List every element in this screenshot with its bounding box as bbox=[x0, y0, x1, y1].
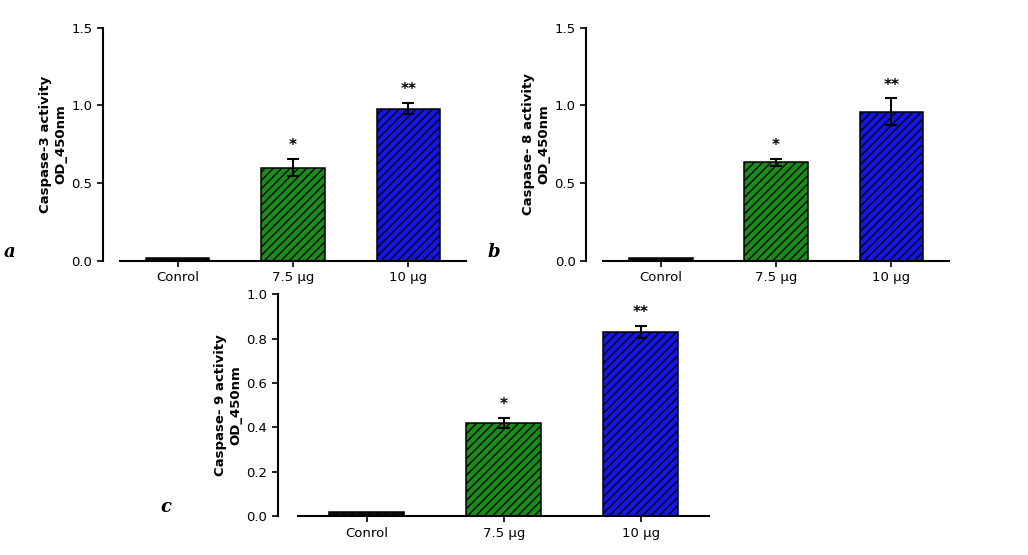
Text: **: ** bbox=[633, 305, 649, 320]
Bar bbox=[466, 423, 542, 516]
Y-axis label: Caspase-3 activity
OD_450nm: Caspase-3 activity OD_450nm bbox=[39, 75, 67, 213]
Bar bbox=[859, 112, 923, 261]
Bar bbox=[329, 512, 404, 516]
Text: **: ** bbox=[883, 78, 900, 93]
Text: c: c bbox=[160, 498, 171, 516]
Text: a: a bbox=[4, 243, 15, 261]
Text: b: b bbox=[487, 243, 500, 261]
Y-axis label: Caspase- 9 activity
OD_450nm: Caspase- 9 activity OD_450nm bbox=[214, 334, 242, 476]
Bar bbox=[261, 168, 325, 261]
Bar bbox=[376, 109, 440, 261]
Text: *: * bbox=[500, 397, 508, 412]
Bar bbox=[744, 162, 808, 261]
Text: *: * bbox=[772, 138, 780, 153]
Bar bbox=[603, 332, 678, 516]
Y-axis label: Caspase- 8 activity
OD_450nm: Caspase- 8 activity OD_450nm bbox=[522, 73, 550, 215]
Bar bbox=[146, 258, 210, 261]
Bar bbox=[629, 258, 693, 261]
Text: *: * bbox=[289, 138, 297, 153]
Text: **: ** bbox=[400, 82, 416, 97]
